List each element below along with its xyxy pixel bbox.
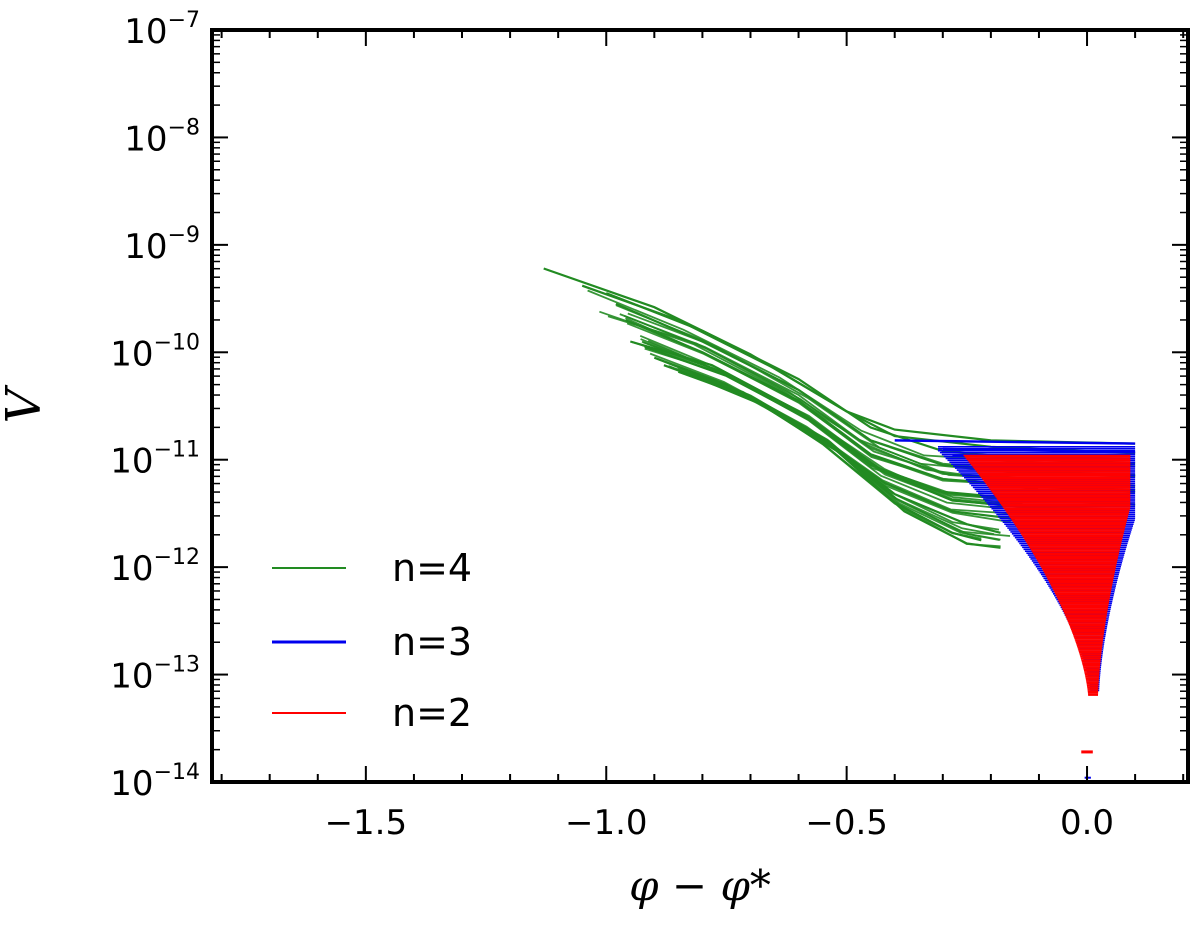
y-tick-label: 10−8 [124,115,200,159]
series-n3-line [942,447,1136,454]
series-n4-line [626,322,1039,490]
y-axis-label: V [0,384,52,423]
x-tick-label: −0.5 [805,803,888,843]
y-tick-label: 10−9 [124,223,200,267]
series-n4-line [667,365,1000,531]
y-tick-label: 10−7 [124,8,200,52]
y-tick-label: 10−14 [110,760,200,804]
y-tick-label: 10−12 [110,545,200,589]
x-axis-ticks: −1.5 −1.0 −0.5 0.0 [220,30,1185,843]
x-axis-label: φ − φ* [629,861,771,910]
y-axis-ticks: 10−7 10−8 10−9 10−10 10−11 10−12 10−13 10−14 [110,8,1188,804]
y-tick-label: 10−13 [110,653,200,697]
legend-label: n=2 [392,691,472,735]
x-tick-label: 0.0 [1060,803,1114,843]
plot-frame [210,28,1190,784]
series-n3-line [894,439,1136,445]
x-tick-label: −1.5 [325,803,408,843]
y-tick-label: 10−11 [110,438,200,482]
series-n4-line [605,292,1136,464]
x-tick-label: −1.0 [565,803,648,843]
y-tick-label: 10−10 [110,330,200,374]
legend-label: n=4 [392,546,472,590]
plot-area [543,267,1136,779]
legend: n=4 n=3 n=2 [272,546,472,735]
series-n4-line [649,352,1020,515]
legend-label: n=3 [392,620,472,664]
series-n4-line [692,373,1001,548]
